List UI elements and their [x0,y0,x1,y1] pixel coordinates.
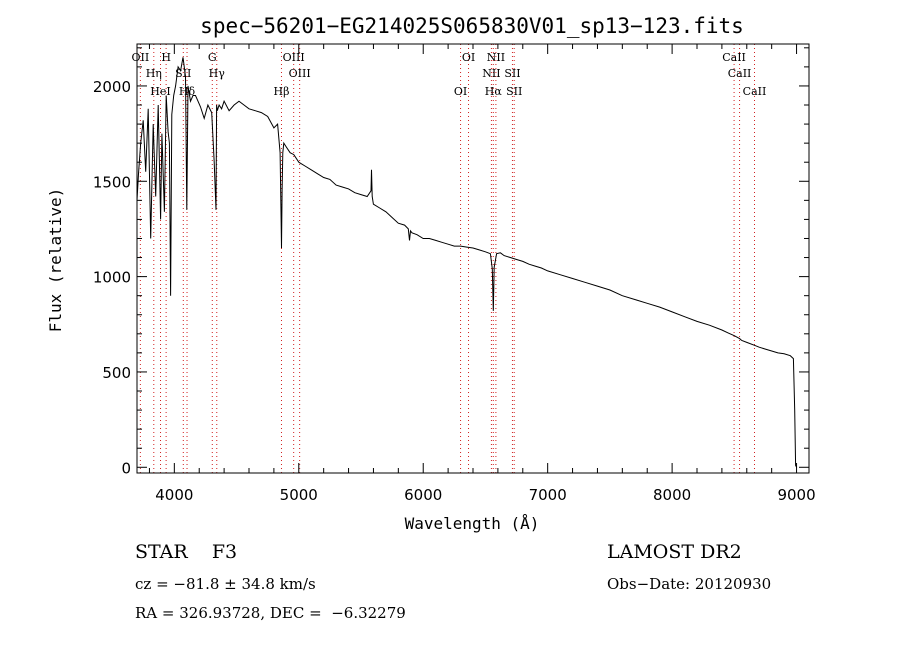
line-marker-label: Hδ [179,85,196,98]
y-tick-label: 2000 [93,78,131,96]
survey-name: LAMOST DR2 [607,541,742,563]
y-tick-label: 1500 [93,173,131,191]
x-axis-label: Wavelength (Å) [405,514,540,533]
line-marker-label: NII [482,67,500,80]
line-marker-label: SII [506,85,522,98]
line-marker-labels: OII Hη HeI H SII Hδ G Hγ Hβ OIII OIII OI OI NII Hα NII S… [132,51,767,98]
line-marker-label: HeI [150,85,170,98]
line-marker-label: OIII [283,51,305,64]
line-marker-label: OII [132,51,150,64]
plot-frame [136,43,810,474]
line-marker-label: SII [504,67,520,80]
line-marker-label: CaII [728,67,752,80]
y-tick-label: 1000 [93,269,131,287]
line-marker-label: CaII [743,85,767,98]
x-tick-label: 5000 [280,486,318,504]
line-marker-label: Hγ [209,67,226,80]
redshift-velocity: cz = −81.8 ± 34.8 km/s [135,575,316,593]
line-markers [139,44,755,473]
coordinates: RA = 326.93728, DEC = −6.32279 [135,604,406,622]
line-marker-label: Hη [146,67,162,80]
x-tick-label: 4000 [155,486,193,504]
y-tick-label: 0 [121,459,131,477]
x-tick-label: 7000 [529,486,567,504]
x-tick-label: 9000 [777,486,815,504]
x-tick-label: 6000 [404,486,442,504]
line-marker-label: G [208,51,217,64]
spectral-class: STAR F3 [135,541,238,563]
y-axis-label: Flux (relative) [46,188,65,333]
line-marker-label: OI [454,85,467,98]
spectrum-line [136,57,798,468]
chart-title: spec−56201−EG214025S065830V01_sp13−123.f… [200,14,744,38]
line-marker-label: CaII [722,51,746,64]
y-axis-ticks: 0 500 1000 1500 2000 [93,47,809,477]
line-marker-label: OI [462,51,475,64]
x-tick-label: 8000 [653,486,691,504]
line-marker-label: OIII [289,67,311,80]
line-marker-label: Hα [485,85,503,98]
observation-date: Obs−Date: 20120930 [607,575,772,593]
line-marker-label: SII [175,67,191,80]
line-marker-label: NII [487,51,505,64]
line-marker-label: H [161,51,171,64]
x-axis-ticks: 4000 5000 6000 7000 8000 9000 [148,44,816,504]
y-tick-label: 500 [102,364,131,382]
line-marker-label: Hβ [274,85,290,98]
